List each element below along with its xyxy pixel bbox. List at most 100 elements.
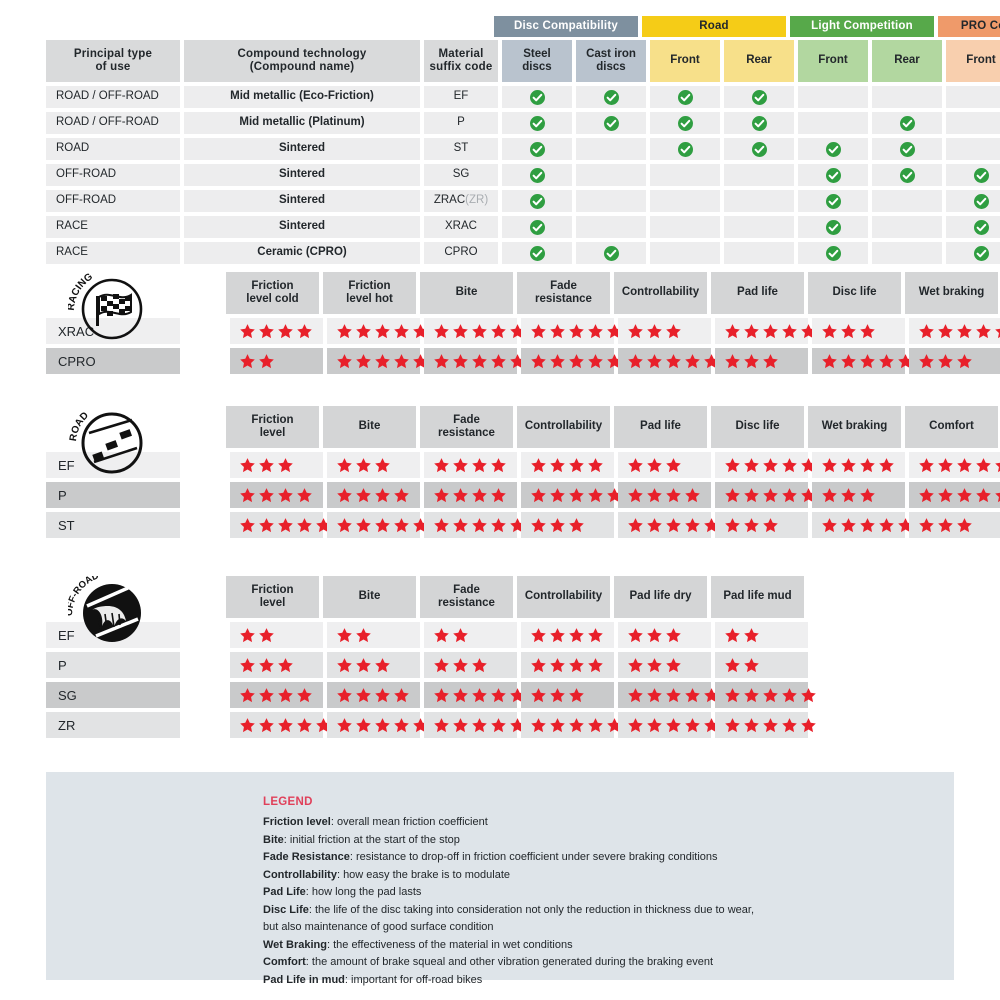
star-icon — [258, 517, 275, 534]
star-rating — [918, 323, 1000, 340]
star-icon — [239, 457, 256, 474]
star-icon — [433, 517, 450, 534]
offroad-row-label: SG — [46, 682, 180, 708]
star-icon — [665, 323, 682, 340]
star-icon — [549, 717, 566, 734]
cell-compound-technology: Sintered — [184, 190, 420, 212]
legend-description: : initial friction at the start of the s… — [283, 833, 460, 846]
star-icon — [530, 657, 547, 674]
star-icon — [530, 717, 547, 734]
check-icon — [751, 115, 767, 131]
racing-row-spacer — [180, 348, 230, 374]
road-rating-cell — [327, 512, 428, 538]
star-icon — [471, 353, 488, 370]
road-row-spacer — [180, 482, 230, 508]
star-rating — [336, 687, 410, 704]
legend-entry: Bite: initial friction at the start of t… — [263, 832, 754, 850]
star-icon — [239, 717, 256, 734]
star-icon — [743, 487, 760, 504]
star-rating — [336, 627, 372, 644]
cell-road-rear — [724, 112, 794, 134]
cell-light-front — [798, 216, 868, 238]
star-icon — [374, 323, 391, 340]
check-icon — [899, 141, 915, 157]
cell-road-front — [650, 216, 720, 238]
table-row: OFF-ROAD Sintered ZRAC (ZR) — [46, 190, 1000, 212]
star-rating — [627, 323, 682, 340]
checkered-flag-icon: RACING — [68, 272, 143, 344]
star-icon — [277, 717, 294, 734]
star-icon — [277, 657, 294, 674]
star-icon — [530, 687, 547, 704]
star-rating — [530, 657, 604, 674]
col-header-line1: Pad life — [737, 286, 778, 299]
offroad-rating-cell — [327, 652, 420, 678]
check-icon — [529, 245, 545, 261]
star-icon — [646, 627, 663, 644]
legend-description: : resistance to drop-off in friction coe… — [349, 851, 718, 863]
check-icon — [529, 141, 545, 157]
star-icon — [665, 517, 682, 534]
star-icon — [374, 717, 391, 734]
star-rating — [433, 657, 488, 674]
legend-description: : important for off-road bikes — [344, 973, 483, 986]
col-header-cast-iron-discs: Cast iron discs — [576, 40, 646, 82]
star-icon — [374, 517, 391, 534]
star-icon — [859, 353, 876, 370]
check-icon — [677, 89, 693, 105]
road-rating-cell — [812, 482, 905, 508]
cell-light-front — [798, 86, 868, 108]
star-icon — [239, 627, 256, 644]
offroad-header-spacer — [176, 576, 226, 618]
road-rating-cell — [812, 512, 913, 538]
road-disc-icon: ROAD — [68, 406, 143, 478]
offroad-rating-cell — [230, 712, 331, 738]
col-header-line1: Fade — [550, 279, 577, 292]
star-icon — [646, 323, 663, 340]
check-icon — [825, 167, 841, 183]
col-header-line1: Fade — [453, 413, 480, 426]
star-icon — [743, 657, 760, 674]
star-icon — [258, 657, 275, 674]
legend-term: Disc Life — [263, 903, 309, 916]
star-rating — [530, 323, 623, 340]
star-icon — [587, 457, 604, 474]
star-icon — [743, 353, 760, 370]
star-icon — [471, 657, 488, 674]
star-icon — [956, 457, 973, 474]
racing-col-header: Controllability — [614, 272, 707, 314]
table-row: ROAD Sintered ST — [46, 138, 1000, 160]
col-header-light-rear: Rear — [872, 40, 942, 82]
star-icon — [393, 687, 410, 704]
cell-light-front — [798, 190, 868, 212]
star-icon — [568, 457, 585, 474]
group-road: Road — [642, 16, 786, 37]
star-icon — [627, 517, 644, 534]
star-icon — [937, 457, 954, 474]
star-icon — [878, 517, 895, 534]
cell-principal-type: RACE — [46, 242, 180, 264]
road-rating-cell — [521, 482, 622, 508]
cell-road-rear — [724, 164, 794, 186]
check-icon — [825, 141, 841, 157]
star-icon — [762, 687, 779, 704]
star-icon — [393, 717, 410, 734]
star-icon — [724, 517, 741, 534]
star-icon — [665, 717, 682, 734]
star-icon — [684, 487, 701, 504]
star-icon — [355, 627, 372, 644]
road-rating-cell — [715, 452, 816, 478]
star-icon — [355, 353, 372, 370]
table-row: ZR — [46, 712, 954, 738]
racing-row-label: CPRO — [46, 348, 180, 374]
offroad-rating-cell — [521, 682, 614, 708]
star-icon — [530, 487, 547, 504]
road-rating-cell — [424, 512, 525, 538]
star-icon — [374, 487, 391, 504]
star-icon — [393, 323, 410, 340]
road-rating-cell — [521, 512, 614, 538]
star-icon — [994, 457, 1000, 474]
star-icon — [433, 657, 450, 674]
legend-entry: Friction level: overall mean friction co… — [263, 814, 754, 832]
